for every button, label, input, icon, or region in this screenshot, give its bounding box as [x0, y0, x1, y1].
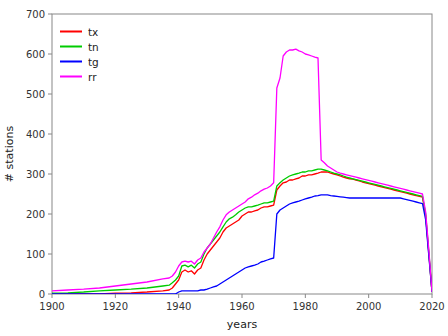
legend-swatch [60, 61, 82, 63]
y-tick [48, 174, 52, 175]
legend-label: tg [88, 56, 99, 68]
y-tick-label: 300 [26, 169, 45, 180]
y-tick [48, 214, 52, 215]
y-tick-label: 100 [26, 249, 45, 260]
y-tick [48, 14, 52, 15]
y-tick-label: 400 [26, 129, 45, 140]
x-tick [305, 294, 306, 298]
x-tick-label: 1980 [293, 301, 318, 312]
legend: tx tn tg rr [60, 26, 99, 83]
series-line [52, 195, 432, 294]
series-line [52, 172, 432, 294]
x-tick [368, 294, 369, 298]
y-tick-label: 700 [26, 9, 45, 20]
x-tick-label: 1940 [166, 301, 191, 312]
y-axis: 0 100 200 300 400 500 600 700 [26, 9, 52, 300]
y-tick [48, 294, 52, 295]
x-tick [432, 294, 433, 298]
y-tick-label: 0 [39, 289, 45, 300]
x-tick [242, 294, 243, 298]
plot-frame [52, 14, 432, 294]
x-tick [52, 294, 53, 298]
y-tick-label: 600 [26, 49, 45, 60]
legend-label: tn [88, 41, 99, 53]
y-tick-label: 500 [26, 89, 45, 100]
x-tick-label: 1960 [229, 301, 254, 312]
legend-label: rr [88, 71, 97, 83]
series-line [52, 169, 432, 293]
series-lines [52, 49, 432, 294]
y-tick-label: 200 [26, 209, 45, 220]
y-tick [48, 54, 52, 55]
legend-swatch [60, 31, 82, 33]
y-tick [48, 94, 52, 95]
legend-swatch [60, 46, 82, 48]
x-axis-label: years [227, 318, 258, 331]
y-tick [48, 254, 52, 255]
x-tick-label: 2020 [419, 301, 444, 312]
series-line [52, 49, 432, 292]
x-axis: 1900 1920 1940 1960 1980 2000 2020 [39, 294, 444, 312]
x-tick [115, 294, 116, 298]
legend-swatch [60, 76, 82, 78]
legend-label: tx [88, 26, 98, 38]
x-tick-label: 1920 [103, 301, 128, 312]
x-tick-label: 1900 [39, 301, 64, 312]
x-tick-label: 2000 [356, 301, 381, 312]
chart: 1900 1920 1940 1960 1980 2000 2020 0 100 200 300 40… [0, 0, 448, 336]
y-axis-label: # stations [3, 126, 16, 183]
y-tick [48, 134, 52, 135]
x-tick [178, 294, 179, 298]
